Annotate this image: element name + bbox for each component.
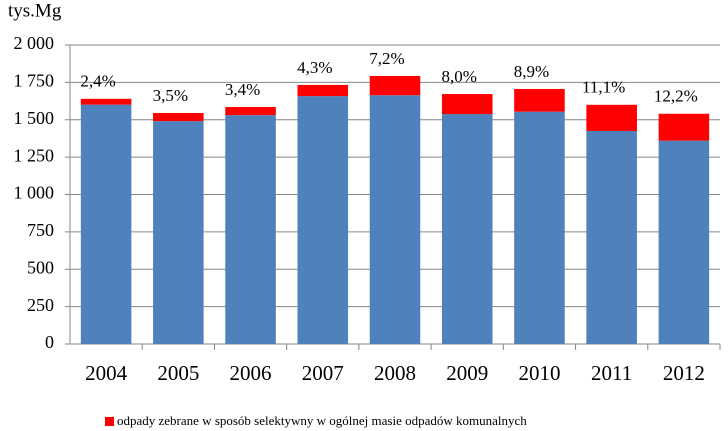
bar-segment: [225, 115, 276, 344]
bar-segment: [586, 104, 637, 131]
percent-label: 11,1%: [582, 78, 625, 97]
y-tick-label: 1 000: [14, 183, 55, 203]
bar-segment: [80, 104, 132, 344]
x-tick-label: 2007: [302, 361, 344, 385]
legend-label: odpady zebrane w sposób selektywny w ogó…: [117, 413, 527, 428]
x-tick-label: 2009: [446, 361, 488, 385]
y-axis-label: tys.Mg: [8, 0, 62, 21]
percent-label: 12,2%: [654, 87, 698, 106]
bar-segment: [369, 95, 421, 345]
bar-segment: [441, 114, 493, 344]
bar-segment: [514, 111, 565, 344]
y-tick-label: 1 500: [14, 108, 55, 128]
x-tick-label: 2011: [591, 361, 632, 385]
y-tick-label: 0: [45, 332, 54, 352]
percent-label: 4,3%: [297, 58, 332, 77]
bar-segment: [153, 121, 204, 345]
x-tick-label: 2008: [374, 361, 416, 385]
percent-label: 3,4%: [225, 80, 260, 99]
bar-segment: [297, 96, 349, 344]
percent-label: 8,0%: [442, 67, 477, 86]
percent-label: 7,2%: [369, 49, 404, 68]
y-tick-label: 250: [27, 295, 54, 315]
x-tick-label: 2010: [518, 361, 560, 385]
bar-segment: [514, 88, 565, 112]
percent-label: 2,4%: [80, 72, 115, 91]
y-tick-label: 2 000: [14, 33, 55, 53]
bar-segment: [369, 75, 421, 96]
bar-segment: [658, 113, 710, 141]
bar-segment: [586, 130, 637, 344]
bar-segment: [658, 140, 710, 344]
bar-segment: [225, 107, 276, 116]
x-tick-label: 2006: [230, 361, 272, 385]
bar-segment: [441, 94, 493, 115]
percent-label: 3,5%: [153, 86, 188, 105]
y-tick-label: 1 750: [14, 71, 55, 91]
bar-segment: [153, 113, 204, 122]
x-tick-label: 2012: [663, 361, 705, 385]
x-tick-label: 2005: [157, 361, 199, 385]
bar-segment: [297, 84, 349, 97]
y-tick-label: 750: [27, 220, 54, 240]
y-tick-label: 500: [27, 257, 54, 277]
legend-swatch: [105, 417, 114, 426]
y-tick-label: 1 250: [14, 145, 55, 165]
bar-segment: [80, 98, 132, 105]
percent-label: 8,9%: [514, 62, 549, 81]
x-tick-label: 2004: [85, 361, 128, 385]
